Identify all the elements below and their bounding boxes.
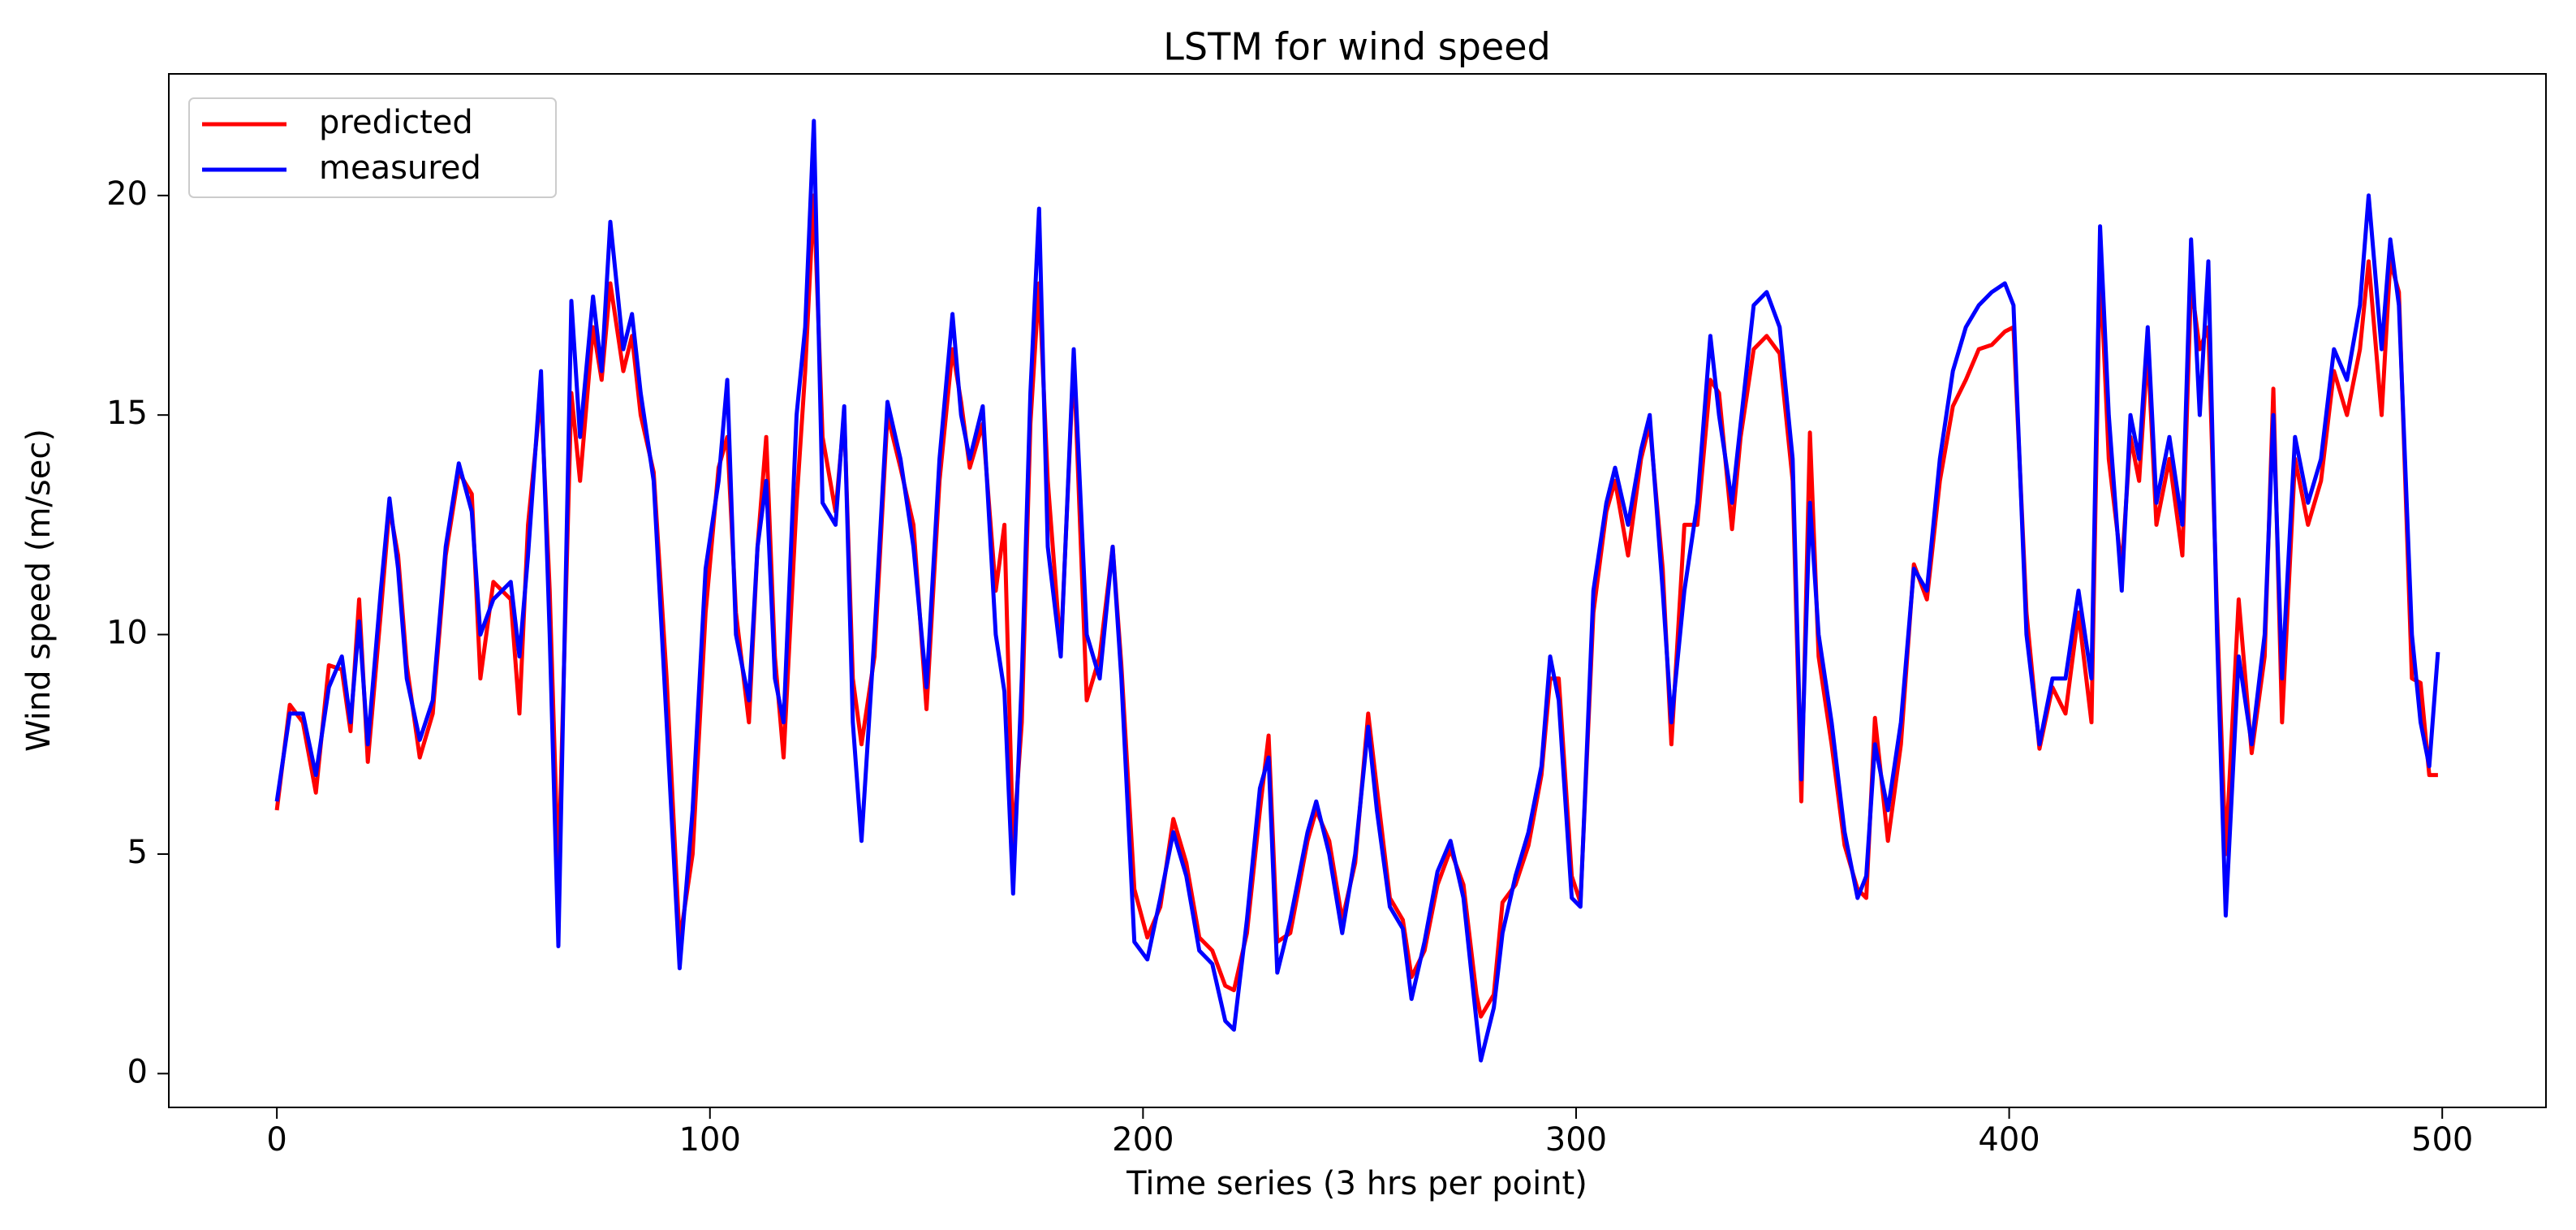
legend-label: measured xyxy=(319,149,481,187)
x-tick-label: 100 xyxy=(679,1121,741,1159)
y-tick-label: 15 xyxy=(106,395,148,432)
y-tick-label: 0 xyxy=(127,1053,148,1090)
x-tick-label: 0 xyxy=(266,1121,286,1159)
plot-frame xyxy=(168,73,2547,1108)
series-line xyxy=(274,119,2440,1063)
y-tick-label: 20 xyxy=(106,175,148,213)
x-axis-label: Time series (3 hrs per point) xyxy=(1126,1165,1587,1202)
x-tick-label: 300 xyxy=(1545,1121,1607,1159)
y-tick-label: 5 xyxy=(127,834,148,871)
x-tick-label: 500 xyxy=(2411,1121,2473,1159)
chart-title: LSTM for wind speed xyxy=(1163,25,1550,69)
y-axis-label: Wind speed (m/sec) xyxy=(20,429,58,752)
x-tick-label: 200 xyxy=(1112,1121,1174,1159)
legend-label: predicted xyxy=(319,104,473,141)
x-tick-label: 400 xyxy=(1978,1121,2040,1159)
y-tick-label: 10 xyxy=(106,615,148,652)
